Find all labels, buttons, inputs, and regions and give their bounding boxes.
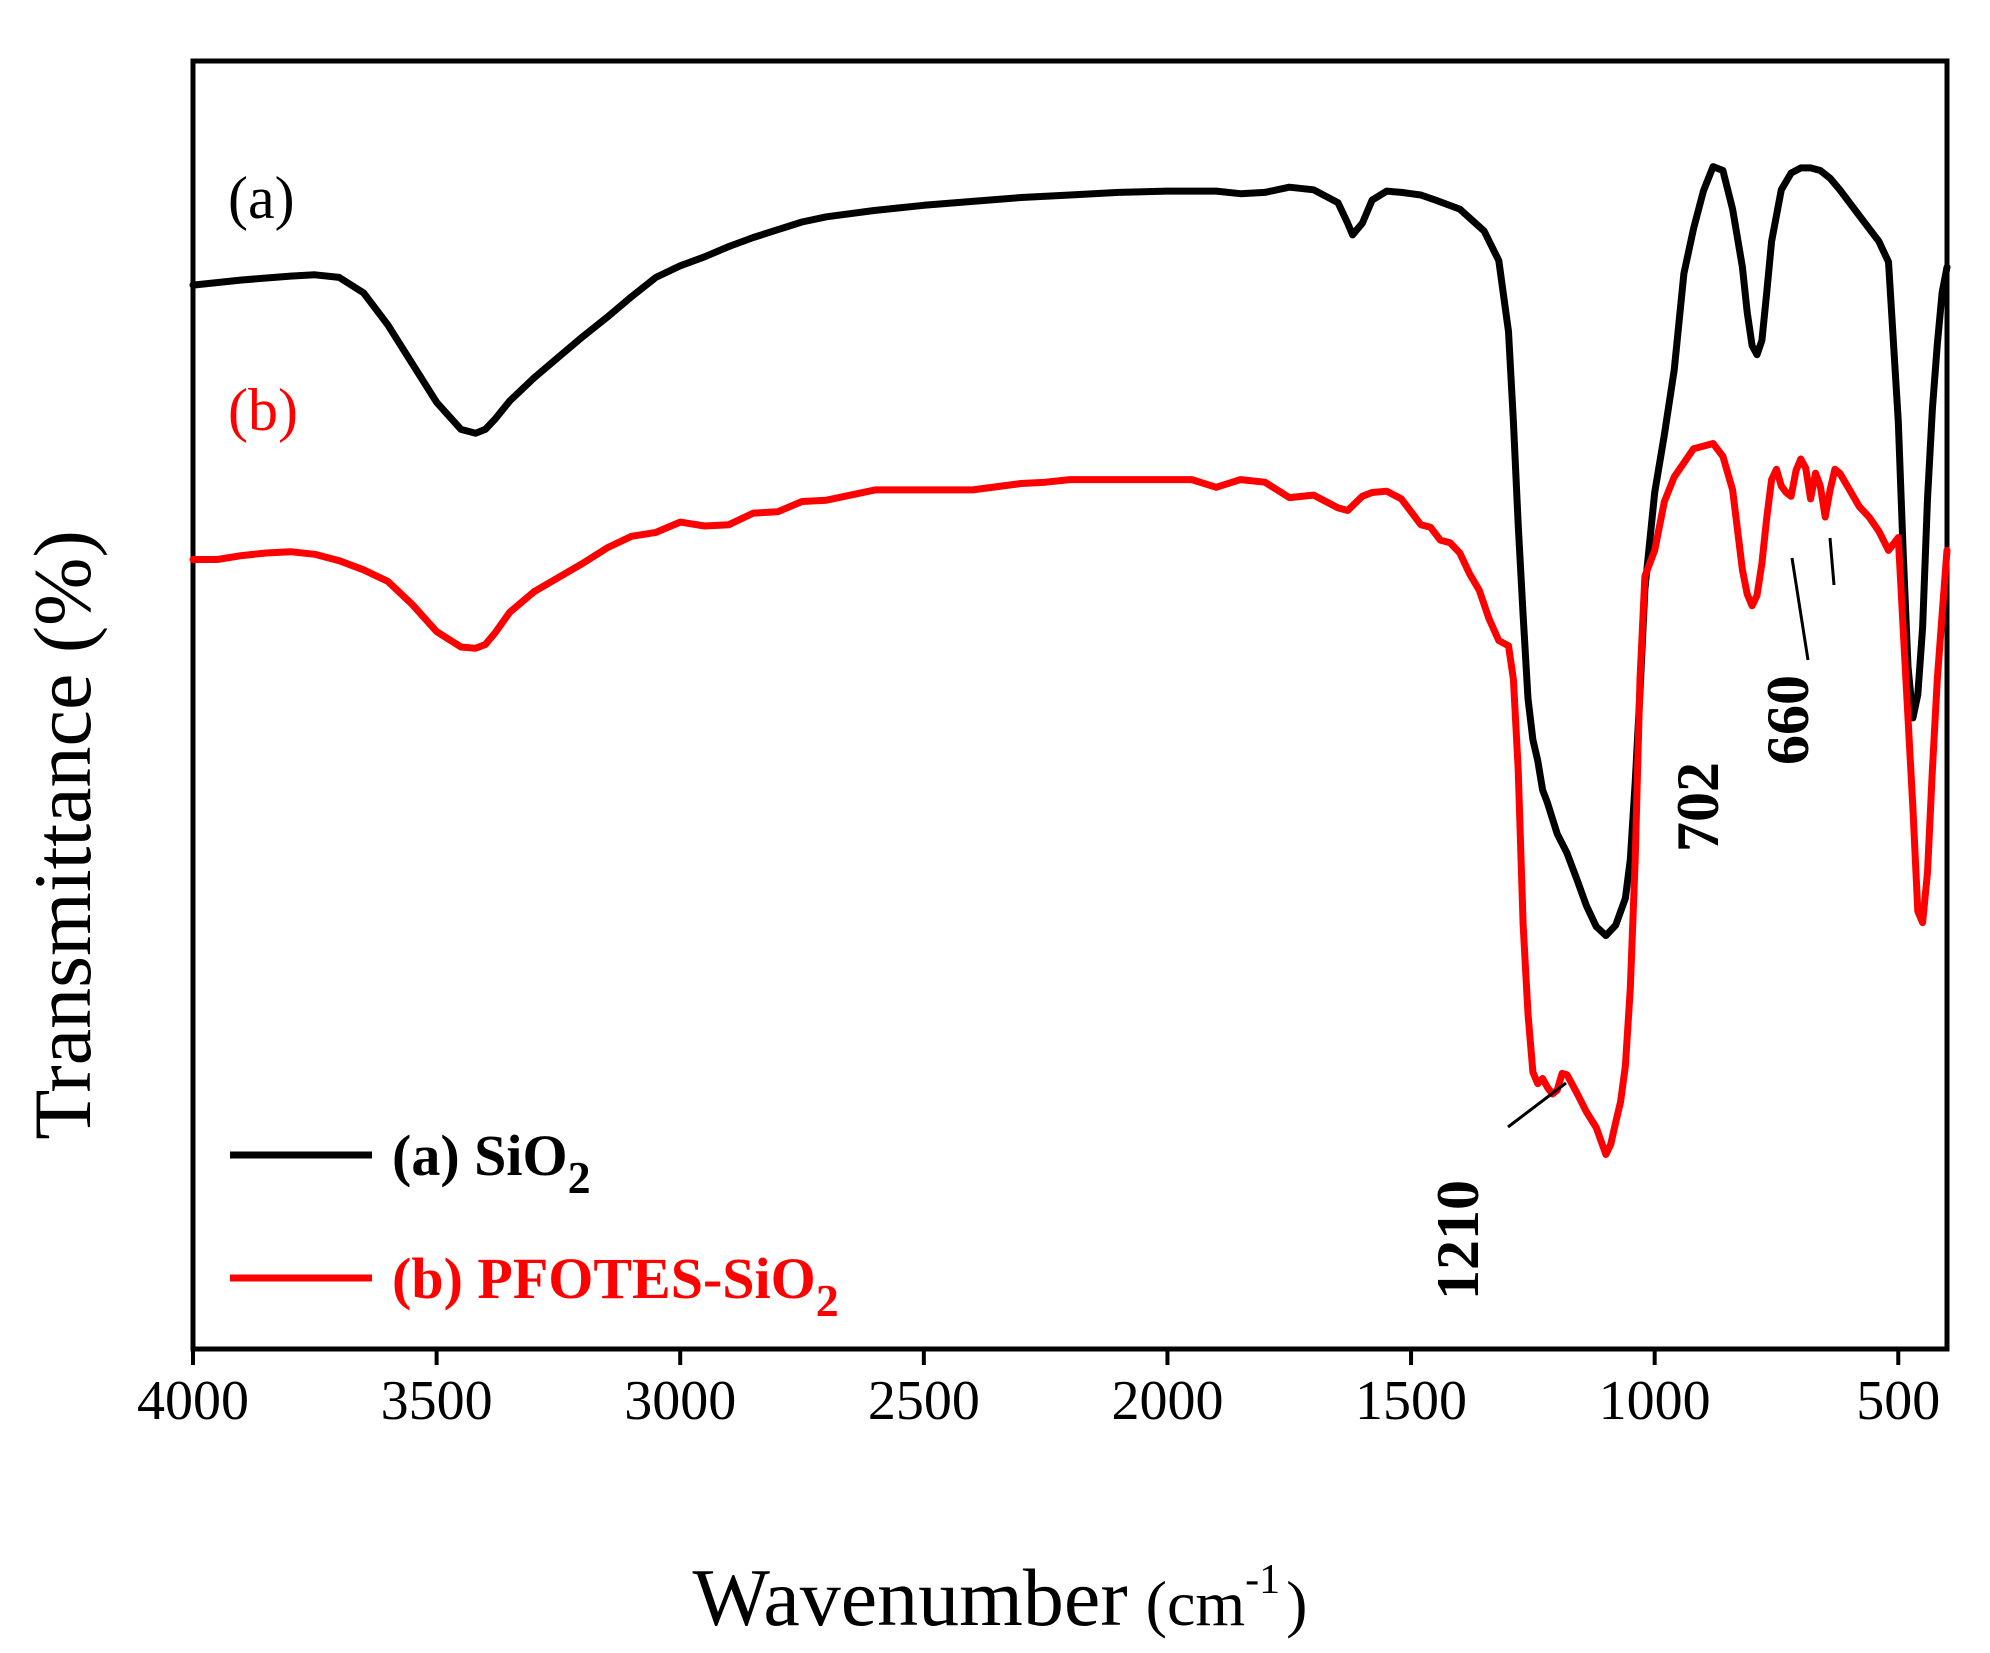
peak-leader-1210: [1507, 1081, 1567, 1129]
x-axis-label-unit-exp: -1: [1245, 1557, 1280, 1603]
y-axis-label: Transmittance (%): [17, 530, 108, 1140]
curve-tag-layer: (a) (b): [228, 165, 298, 443]
x-tick-label-4000: 4000: [137, 1370, 249, 1432]
legend-name-sub-0: 2: [568, 1152, 591, 1203]
peak-annotation-layer: 1210 702 660: [1425, 537, 1836, 1300]
x-axis-label: Wavenumber (cm-1): [693, 1552, 1308, 1643]
x-tick-label-2500: 2500: [868, 1370, 980, 1432]
peak-label-660: 660: [1755, 675, 1821, 765]
x-tick-label-1500: 1500: [1355, 1370, 1467, 1432]
x-tick-label-3000: 3000: [624, 1370, 736, 1432]
legend-name-sub-1: 2: [816, 1275, 839, 1326]
x-axis-tick-labels: 4000 3500 3000 2500 2000 1500 1000 500: [137, 1370, 1940, 1432]
x-axis-label-text: Wavenumber: [693, 1552, 1128, 1643]
x-tick-label-2000: 2000: [1111, 1370, 1223, 1432]
plot-frame: [190, 58, 1950, 1352]
legend-label-0: (a) SiO2: [392, 1123, 591, 1203]
series-line-0: [189, 163, 1951, 940]
x-tick-label-1000: 1000: [1599, 1370, 1711, 1432]
curve-tag-1: (b): [228, 377, 298, 443]
peak-label-1210: 1210: [1425, 1180, 1491, 1300]
x-axis-label-unit: (cm: [1146, 1568, 1246, 1639]
series-layer: [189, 163, 1951, 1158]
peak-leader-660-secondary: [1828, 537, 1836, 586]
x-axis-label-unit-close: ): [1286, 1568, 1307, 1639]
x-tick-label-3500: 3500: [381, 1370, 493, 1432]
legend-name-0: (a) SiO: [392, 1123, 568, 1188]
series-line-1: [189, 440, 1951, 1158]
legend-name-1: (b) PFOTES-SiO: [392, 1246, 816, 1311]
legend: (a) SiO2(b) PFOTES-SiO2: [230, 1123, 839, 1326]
legend-label-1: (b) PFOTES-SiO2: [392, 1246, 839, 1326]
x-tick-label-500: 500: [1856, 1370, 1940, 1432]
curve-tag-0: (a): [228, 165, 295, 231]
x-axis-ticks: [191, 1349, 1901, 1365]
peak-label-702: 702: [1665, 762, 1731, 852]
peak-leader-660: [1790, 557, 1810, 661]
